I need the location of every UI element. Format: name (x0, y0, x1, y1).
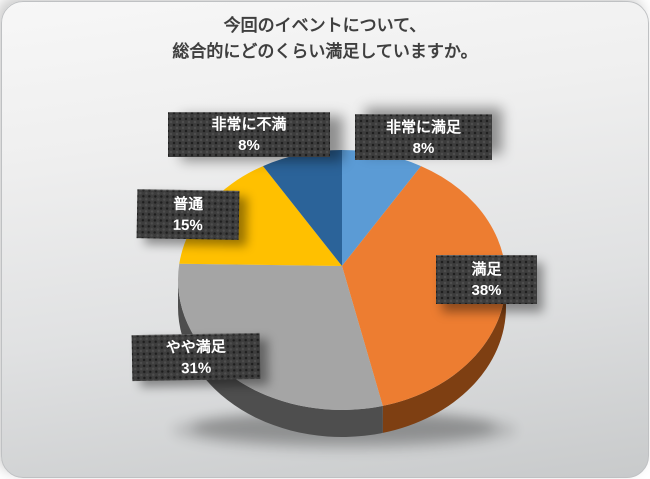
data-label-percent: 8% (412, 139, 435, 157)
data-label-very-satisfied: 非常に満足 8% (355, 114, 492, 160)
pie-slice (342, 166, 506, 406)
data-label-text: 非常に不満 (211, 116, 287, 133)
pie-slice-side (382, 280, 506, 433)
chart-title-line1: 今回のイベントについて、 (223, 16, 427, 35)
pie-slice (179, 166, 342, 266)
data-label-satisfied: 満足 38% (436, 255, 537, 304)
data-label-text: やや満足 (165, 337, 226, 357)
data-label-text: 普通 (173, 195, 204, 214)
data-label-percent: 15% (172, 216, 203, 235)
data-label-percent: 38% (471, 282, 502, 299)
data-label-somewhat-satisfied: やや満足 31% (131, 332, 261, 382)
data-label-text: 満足 (471, 261, 502, 278)
data-label-percent: 8% (238, 137, 260, 154)
data-label-very-dissatisfied: 非常に不満 8% (168, 112, 330, 157)
data-label-neutral: 普通 15% (136, 189, 240, 240)
data-label-text: 非常に満足 (385, 118, 461, 136)
chart-title: 今回のイベントについて、 総合的にどのくらい満足していますか。 (2, 13, 648, 66)
pie-slice (342, 150, 422, 266)
pie-slice (262, 150, 342, 266)
data-label-percent: 31% (181, 359, 212, 377)
chart-title-line2: 総合的にどのくらい満足していますか。 (172, 42, 478, 62)
pie-slice-side (178, 280, 383, 437)
